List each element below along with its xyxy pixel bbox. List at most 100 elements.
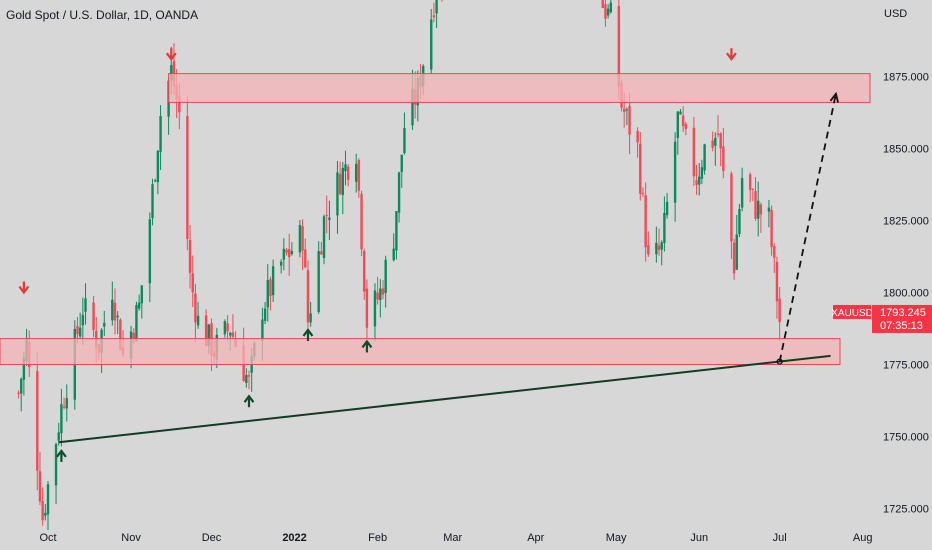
candle-body (360, 193, 363, 250)
candle-body (738, 208, 741, 235)
candle-body (140, 285, 143, 304)
candle (403, 112, 406, 155)
candle-body (714, 137, 717, 146)
down-arrow-marker[interactable] (165, 48, 177, 62)
candle-body (732, 242, 736, 274)
x-tick-label: Jul (773, 532, 787, 544)
candle-body (325, 214, 328, 216)
up-arrow-marker[interactable] (361, 339, 373, 353)
candle-body (644, 195, 647, 248)
candle-body (336, 172, 339, 216)
candle-body (773, 246, 776, 258)
candle-body (346, 166, 350, 180)
candle-body (681, 115, 685, 127)
candle (636, 127, 639, 158)
y-tick-label: 1750.000 (883, 432, 929, 444)
candle-body (639, 143, 642, 194)
candle (137, 294, 141, 311)
candle (748, 172, 752, 203)
candle (154, 178, 157, 183)
candle-body (282, 248, 286, 260)
candle (657, 228, 661, 256)
candle (767, 199, 771, 228)
candle (397, 171, 401, 223)
up-arrow-marker[interactable] (243, 394, 255, 408)
x-tick-label: Oct (39, 532, 56, 544)
candle (188, 224, 192, 289)
candle (41, 487, 44, 526)
candle-body (778, 298, 781, 323)
price-axis-panel[interactable] (871, 0, 932, 550)
candle (775, 256, 779, 319)
x-tick-label: Mar (443, 532, 462, 544)
candle (111, 281, 114, 326)
candle (376, 276, 379, 305)
down-arrow-marker[interactable] (18, 281, 30, 295)
candle-body (748, 174, 752, 190)
candle-body (698, 176, 701, 185)
candle (778, 287, 781, 341)
x-tick-label: Apr (527, 532, 544, 544)
candle (135, 301, 138, 342)
candle-body (279, 261, 283, 266)
candle-body (679, 111, 682, 115)
candle-body (54, 444, 58, 486)
candle-body (751, 188, 755, 190)
candle (17, 390, 20, 399)
candle-body (641, 193, 645, 195)
candle (676, 110, 679, 155)
candle-body (684, 123, 688, 129)
y-tick-label: 1725.000 (883, 504, 929, 516)
candle-body (135, 305, 138, 342)
up-arrow-marker[interactable] (302, 328, 314, 341)
projection-line[interactable] (778, 93, 837, 362)
projection-anchor (776, 358, 783, 365)
candle (341, 161, 344, 215)
down-arrow-marker[interactable] (726, 48, 737, 62)
candle (432, 2, 436, 23)
support-zone[interactable] (0, 338, 841, 365)
candle-body (392, 248, 395, 261)
candle-body (754, 190, 757, 219)
up-arrow-marker[interactable] (56, 449, 67, 462)
candle (325, 195, 328, 234)
candle (703, 143, 706, 175)
candle-body (60, 404, 63, 434)
candle (660, 240, 663, 266)
candle-body (304, 249, 307, 268)
candle (322, 214, 326, 265)
candle (639, 132, 642, 201)
candle-body (317, 251, 320, 313)
candle-body (41, 501, 44, 520)
candle (435, 0, 438, 29)
candle (245, 368, 248, 388)
candle-body (57, 432, 60, 441)
x-tick-label: 2022 (282, 532, 306, 544)
x-tick-label: Nov (121, 532, 141, 544)
candle-body (309, 313, 312, 323)
candle (373, 283, 377, 342)
resistance-zone[interactable] (168, 73, 871, 103)
candle-body (285, 249, 288, 253)
candle-body (357, 159, 361, 191)
candle-body (194, 293, 197, 323)
candle (692, 116, 696, 187)
candle-body (403, 127, 406, 154)
candle (609, 0, 612, 14)
candle-body (435, 0, 438, 14)
candle (665, 192, 669, 219)
candle (395, 211, 398, 260)
candle-body (730, 173, 733, 242)
candle (360, 190, 363, 256)
candle-body (673, 141, 677, 203)
trendline[interactable] (58, 354, 831, 444)
candle-body (113, 302, 117, 321)
candle-body (229, 332, 232, 336)
x-tick-label: Feb (368, 532, 387, 544)
candle-body (65, 398, 68, 409)
x-tick-label: Jun (690, 532, 708, 544)
candle (304, 238, 307, 269)
